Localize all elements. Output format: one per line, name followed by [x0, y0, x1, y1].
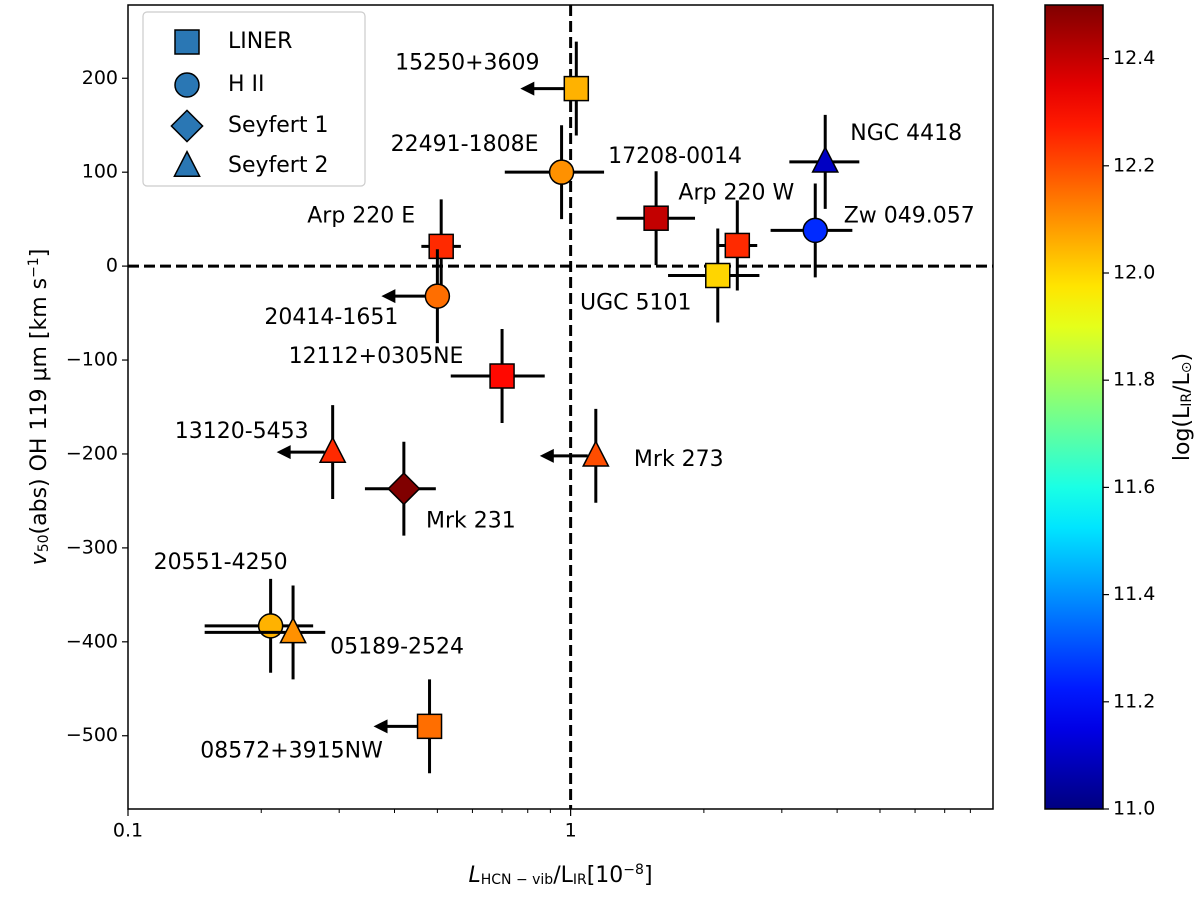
- x-axis-label: LHCN − vib/LIR[10−8]: [468, 862, 652, 888]
- point-label: UGC 5101: [580, 291, 692, 316]
- colorbar-tick-label: 11.4: [1113, 583, 1155, 605]
- data-point: [802, 217, 829, 244]
- colorbar-label-part: log(L: [1170, 406, 1195, 461]
- legend-label: Seyfert 1: [228, 113, 328, 138]
- data-point: [581, 439, 610, 467]
- data-point: [424, 283, 451, 309]
- upper-limit-arrowhead: [539, 448, 554, 463]
- plot-area: [127, 4, 994, 810]
- point-label: 08572+3915NW: [200, 738, 383, 763]
- y-tick-label: −500: [66, 724, 118, 746]
- colorbar-tick-label: 11.6: [1113, 476, 1155, 498]
- point-label: 17208-0014: [608, 144, 742, 169]
- legend-box: [142, 11, 366, 187]
- point-label: Zw 049.057: [844, 203, 975, 228]
- data-point: [318, 436, 347, 464]
- point-label: Arp 220 W: [678, 180, 794, 205]
- point-label: 22491-1808E: [391, 132, 539, 157]
- y-axis-label-part: ]: [27, 249, 52, 258]
- point-label: 20551-4250: [154, 550, 288, 575]
- x-axis-label-part: L: [468, 863, 480, 888]
- colorbar: [1044, 4, 1104, 810]
- x-axis-label-part: [10: [587, 863, 624, 888]
- y-tick-label: 100: [82, 161, 118, 183]
- colorbar-tick-label: 11.8: [1113, 369, 1155, 391]
- data-point: [563, 75, 590, 102]
- legend-marker: [174, 72, 200, 98]
- y-axis-label-part: v: [27, 551, 52, 565]
- data-point: [548, 159, 575, 185]
- data-point: [811, 145, 840, 173]
- y-axis-label-part: −1: [26, 257, 42, 278]
- y-tick-label: 200: [82, 67, 118, 89]
- point-label: 15250+3609: [395, 51, 539, 76]
- data-point: [279, 616, 307, 644]
- point-label: 12112+0305NE: [289, 344, 464, 369]
- y-tick-label: −200: [66, 442, 118, 464]
- legend-marker: [173, 149, 201, 177]
- legend-marker: [170, 109, 204, 143]
- legend-marker: [174, 29, 200, 55]
- legend-label: H II: [228, 72, 265, 97]
- colorbar-label-part: ⊙: [1179, 361, 1195, 373]
- x-tick-label: 1: [565, 820, 577, 842]
- y-axis-label: v50(abs) OH 119 μm [km s−1]: [26, 249, 52, 566]
- x-axis-label-part: HCN − vib: [481, 872, 554, 888]
- data-point: [705, 262, 731, 289]
- point-label: 05189-2524: [330, 634, 464, 659]
- colorbar-label-part: ): [1170, 353, 1195, 362]
- colorbar-tick-label: 11.2: [1113, 690, 1155, 712]
- colorbar-tick-label: 12.4: [1113, 47, 1155, 69]
- point-label: NGC 4418: [850, 121, 962, 146]
- colorbar-label-part: IR: [1179, 393, 1195, 407]
- data-point: [428, 233, 454, 260]
- x-axis-label-part: ]: [644, 863, 653, 888]
- point-label: Mrk 273: [634, 447, 724, 472]
- data-point: [489, 363, 515, 389]
- y-axis-label-part: (abs) OH 119 μm [km s: [27, 278, 52, 535]
- x-axis-label-part: /L: [553, 863, 573, 888]
- y-tick-label: 0: [106, 255, 118, 277]
- colorbar-tick-label: 12.0: [1113, 262, 1155, 284]
- data-point: [724, 232, 751, 259]
- data-point: [643, 205, 669, 231]
- point-label: Mrk 231: [426, 509, 516, 534]
- colorbar-tick-label: 12.2: [1113, 154, 1155, 176]
- legend-label: LINER: [228, 29, 292, 54]
- y-tick-label: −400: [66, 630, 118, 652]
- point-label: Arp 220 E: [307, 203, 415, 228]
- colorbar-tick-label: 11.0: [1113, 798, 1155, 820]
- data-point: [416, 713, 443, 740]
- x-axis-label-part: IR: [573, 872, 587, 888]
- x-tick-label: 0.1: [113, 820, 143, 842]
- colorbar-label: log(LIR/L⊙): [1170, 353, 1195, 461]
- x-axis-label-part: −8: [623, 862, 644, 878]
- point-label: 20414-1651: [264, 305, 398, 330]
- y-axis-label-part: 50: [36, 534, 52, 552]
- upper-limit-arrowhead: [381, 289, 396, 304]
- colorbar-label-part: /L: [1170, 372, 1195, 392]
- y-tick-label: −300: [66, 536, 118, 558]
- data-point: [257, 613, 284, 639]
- y-tick-label: −100: [66, 349, 118, 371]
- data-point: [387, 472, 421, 506]
- upper-limit-arrowhead: [276, 445, 291, 460]
- upper-limit-arrowhead: [373, 719, 388, 734]
- upper-limit-arrowhead: [520, 81, 535, 96]
- legend-label: Seyfert 2: [228, 153, 328, 178]
- point-label: 13120-5453: [175, 419, 309, 444]
